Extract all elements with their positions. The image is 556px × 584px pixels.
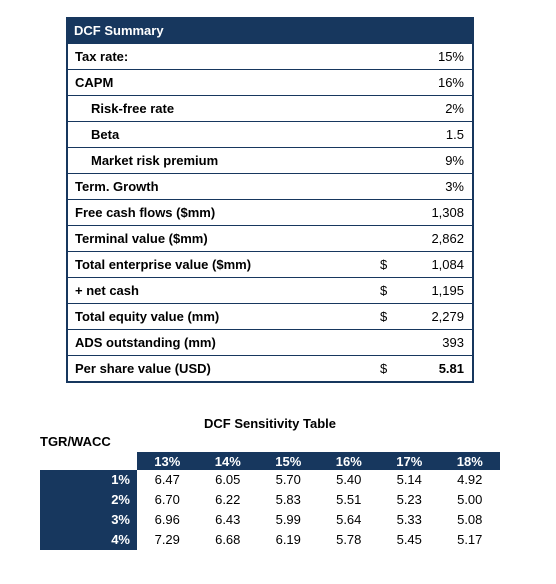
row-value: 5.81 [438,361,464,376]
sensitivity-value: 5.51 [336,492,362,507]
summary-row: Tax rate: 15% [68,43,472,69]
sensitivity-value: 6.05 [215,472,241,487]
column-header: 16% [335,454,362,469]
row-value: 1.5 [445,127,464,142]
row-label: CAPM [75,75,114,90]
row-label: Risk-free rate [91,101,175,116]
sensitivity-value: 5.70 [275,472,301,487]
summary-row: Free cash flows ($mm) 1,308 [68,199,472,225]
sensitivity-value: 5.99 [275,512,301,527]
header-bg [137,452,500,470]
row-value: 393 [442,335,464,350]
summary-row: Term. Growth 3% [68,173,472,199]
sensitivity-title: DCF Sensitivity Table [204,416,336,431]
sensitivity-value: 6.43 [215,512,241,527]
summary-table: DCF Summary Tax rate: 15% CAPM 16% Risk-free… [66,17,474,383]
corner-label: TGR/WACC [40,434,111,449]
sensitivity-value: 6.22 [215,492,241,507]
row-header-bg [40,470,137,550]
row-value: 1,195 [431,283,464,298]
row-value: 16% [437,75,464,90]
row-header: 3% [111,512,130,527]
sensitivity-value: 5.08 [457,512,483,527]
sensitivity-value: 5.00 [457,492,483,507]
row-value: 2,279 [431,309,464,324]
summary-row: Risk-free rate 2% [68,95,472,121]
row-currency: $ [380,283,388,298]
summary-row: Beta 1.5 [68,121,472,147]
sensitivity-value: 6.47 [154,472,180,487]
sensitivity-value: 5.14 [396,472,422,487]
sensitivity-value: 6.96 [154,512,180,527]
row-label: Terminal value ($mm) [75,231,208,246]
row-label: Term. Growth [75,179,159,194]
summary-row: Market risk premium 9% [68,147,472,173]
row-value: 3% [445,179,464,194]
row-header: 1% [111,472,130,487]
row-value: 2,862 [431,231,464,246]
row-currency: $ [380,361,388,376]
row-header: 2% [111,492,130,507]
row-label: Total equity value (mm) [75,309,220,324]
row-label: Free cash flows ($mm) [75,205,216,220]
row-currency: $ [380,257,388,272]
row-label: ADS outstanding (mm) [75,335,216,350]
summary-row: + net cash $1,195 [68,277,472,303]
sensitivity-value: 4.92 [457,472,483,487]
row-value: 1,084 [431,257,464,272]
sensitivity-value: 5.64 [336,512,362,527]
column-header: 14% [214,454,241,469]
row-value: 1,308 [431,205,464,220]
row-label: Per share value (USD) [75,361,211,376]
row-header: 4% [111,532,130,547]
row-label: Total enterprise value ($mm) [75,257,252,272]
column-header: 18% [456,454,483,469]
summary-row: CAPM 16% [68,69,472,95]
row-value: 9% [445,153,464,168]
row-label: Market risk premium [91,153,219,168]
sensitivity-value: 5.23 [396,492,422,507]
row-label: Tax rate: [75,49,129,64]
sensitivity-value: 6.19 [275,532,301,547]
summary-row: Per share value (USD) $5.81 [68,355,472,381]
sensitivity-value: 5.83 [275,492,301,507]
column-header: 13% [154,454,181,469]
summary-row: Total enterprise value ($mm) $1,084 [68,251,472,277]
summary-row: Total equity value (mm) $2,279 [68,303,472,329]
sensitivity-value: 7.29 [154,532,180,547]
sensitivity-value: 6.68 [215,532,241,547]
sensitivity-value: 6.70 [154,492,180,507]
sensitivity-value: 5.33 [396,512,422,527]
sensitivity-value: 5.40 [336,472,362,487]
summary-row: ADS outstanding (mm) 393 [68,329,472,355]
column-header: 17% [396,454,423,469]
row-value: 2% [445,101,464,116]
row-value: 15% [437,49,464,64]
row-label: Beta [91,127,120,142]
row-label: + net cash [75,283,139,298]
summary-title: DCF Summary [68,19,472,43]
sensitivity-value: 5.45 [396,532,422,547]
sensitivity-value: 5.78 [336,532,362,547]
summary-row: Terminal value ($mm) 2,862 [68,225,472,251]
column-header: 15% [275,454,302,469]
row-currency: $ [380,309,388,324]
sensitivity-value: 5.17 [457,532,483,547]
